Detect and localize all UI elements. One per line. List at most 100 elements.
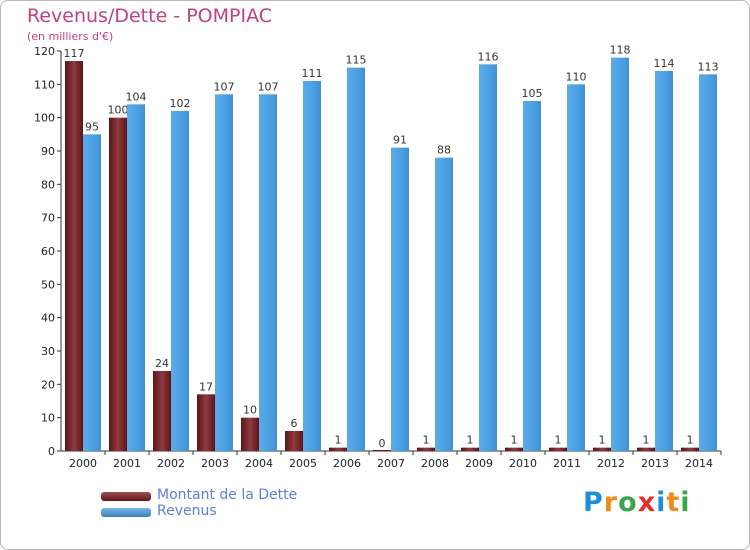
y-tick-label: 80	[41, 178, 55, 191]
data-label-revenus: 116	[478, 50, 499, 63]
brand-letter: P	[583, 487, 604, 518]
data-label-dette: 1	[467, 434, 474, 447]
bar-revenus	[215, 94, 233, 451]
bar-dette	[417, 447, 435, 451]
bar-dette	[461, 447, 479, 451]
bar-revenus	[611, 57, 629, 452]
data-label-dette: 1	[599, 434, 606, 447]
bar-dette	[549, 447, 567, 451]
bar-revenus	[699, 74, 717, 451]
brand-letter: x	[637, 487, 657, 518]
x-tick-label: 2011	[553, 457, 581, 470]
data-label-dette: 10	[243, 404, 257, 417]
x-tick-label: 2006	[333, 457, 361, 470]
data-label-dette: 17	[199, 380, 213, 393]
brand-letter: r	[603, 487, 619, 518]
y-tick-label: 10	[41, 412, 55, 425]
legend-swatch-dette	[101, 492, 151, 501]
y-tick-label: 90	[41, 145, 55, 158]
bar-dette	[593, 447, 611, 451]
bar-dette	[65, 61, 83, 451]
x-tick-label: 2009	[465, 457, 493, 470]
data-label-revenus: 113	[698, 60, 719, 73]
x-tick-label: 2004	[245, 457, 273, 470]
data-label-revenus: 95	[85, 120, 99, 133]
data-label-dette: 1	[555, 434, 562, 447]
brand-letter: t	[666, 487, 681, 518]
y-tick-label: 30	[41, 345, 55, 358]
y-tick-label: 20	[41, 378, 55, 391]
legend-label-revenus: Revenus	[157, 503, 217, 519]
x-tick-label: 2008	[421, 457, 449, 470]
bar-dette	[109, 117, 127, 452]
x-tick-label: 2010	[509, 457, 537, 470]
x-tick-label: 2012	[597, 457, 625, 470]
bar-dette	[681, 447, 699, 451]
bar-revenus	[127, 104, 145, 451]
data-label-revenus: 110	[566, 70, 587, 83]
chart-title: Revenus/Dette - POMPIAC	[27, 5, 272, 27]
data-label-dette: 1	[335, 434, 342, 447]
x-tick-label: 2003	[201, 457, 229, 470]
data-label-dette: 0	[379, 437, 386, 450]
data-label-dette: 1	[511, 434, 518, 447]
legend-label-dette: Montant de la Dette	[157, 487, 298, 503]
bar-revenus	[347, 67, 365, 452]
bar-dette	[505, 447, 523, 451]
data-label-dette: 24	[155, 357, 169, 370]
data-label-revenus: 105	[522, 87, 543, 100]
data-label-revenus: 107	[258, 80, 279, 93]
x-tick-label: 2014	[685, 457, 713, 470]
x-tick-label: 2000	[69, 457, 97, 470]
data-label-revenus: 115	[346, 54, 367, 67]
y-tick-label: 0	[48, 445, 55, 458]
bar-dette	[637, 447, 655, 451]
x-tick-label: 2002	[157, 457, 185, 470]
bar-revenus	[391, 147, 409, 451]
data-label-revenus: 88	[437, 144, 451, 157]
brand-letter: o	[618, 487, 638, 518]
data-label-revenus: 118	[610, 44, 631, 57]
brand-letter: i	[680, 487, 691, 518]
data-label-dette: 117	[64, 47, 85, 60]
bar-dette	[329, 447, 347, 451]
data-label-dette: 1	[643, 434, 650, 447]
bar-revenus	[567, 84, 585, 451]
data-label-revenus: 111	[302, 67, 323, 80]
data-label-dette: 100	[108, 104, 129, 117]
data-label-revenus: 114	[654, 57, 675, 70]
data-label-revenus: 107	[214, 80, 235, 93]
data-label-revenus: 104	[126, 90, 147, 103]
data-label-dette: 1	[423, 434, 430, 447]
bar-dette	[285, 431, 303, 451]
chart-subtitle: (en milliers d'€)	[27, 30, 114, 43]
bar-revenus	[83, 134, 101, 452]
brand-letter: i	[656, 487, 667, 518]
bar-revenus	[435, 157, 453, 451]
proxiti-logo[interactable]: Proxiti	[583, 487, 691, 518]
x-tick-label: 2013	[641, 457, 669, 470]
bar-revenus	[259, 94, 277, 451]
bar-revenus	[479, 64, 497, 452]
y-tick-label: 50	[41, 278, 55, 291]
bar-revenus	[655, 71, 673, 451]
data-label-revenus: 102	[170, 97, 191, 110]
y-tick-label: 60	[41, 245, 55, 258]
y-tick-label: 120	[34, 45, 55, 58]
y-tick-label: 70	[41, 212, 55, 225]
bar-revenus	[303, 81, 321, 451]
x-tick-label: 2007	[377, 457, 405, 470]
y-tick-label: 110	[34, 78, 55, 91]
x-tick-label: 2005	[289, 457, 317, 470]
y-tick-label: 40	[41, 312, 55, 325]
bar-revenus	[171, 111, 189, 451]
data-label-revenus: 91	[393, 134, 407, 147]
bar-dette	[153, 371, 171, 451]
x-tick-label: 2001	[113, 457, 141, 470]
bar-revenus	[523, 101, 541, 451]
y-tick-label: 100	[34, 112, 55, 125]
bar-dette	[197, 394, 215, 451]
data-label-dette: 6	[291, 417, 298, 430]
